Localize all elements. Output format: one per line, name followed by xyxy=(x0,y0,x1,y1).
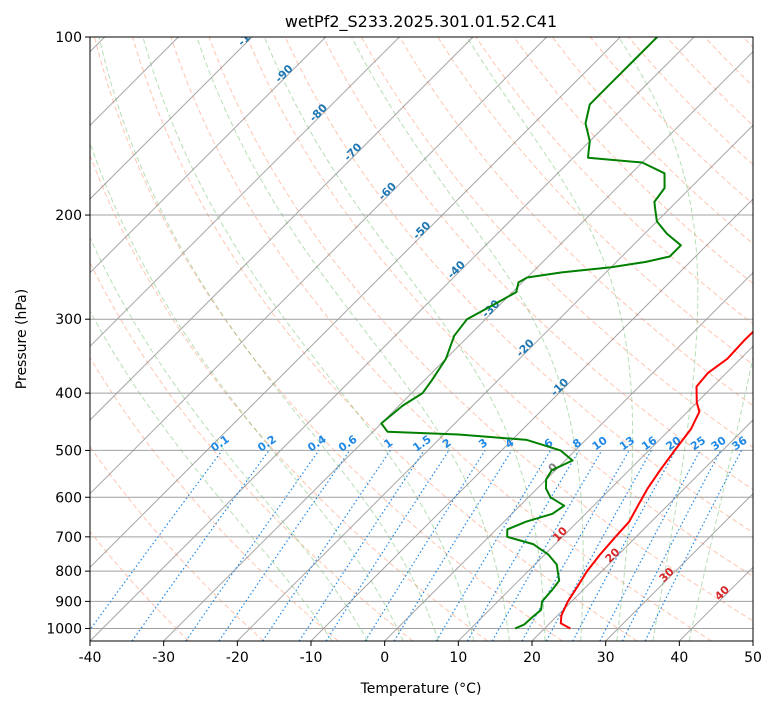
dry-adiabat-line xyxy=(90,356,339,641)
moist-adiabat-line xyxy=(90,141,404,641)
y-axis: 100 200 300 400 500 600 700 800 900 1000 xyxy=(46,30,90,637)
dry-adiabat-line xyxy=(322,37,753,491)
mixing-ratio-line xyxy=(218,450,351,641)
dry-adiabat-line xyxy=(170,37,712,641)
dry-adiabat-line xyxy=(246,37,753,577)
isotherm-line xyxy=(605,492,753,641)
mixing-ratio-line xyxy=(185,450,320,641)
y-tick-label: 400 xyxy=(55,386,82,402)
dry-adiabat-line xyxy=(399,37,753,407)
y-tick-label: 1000 xyxy=(46,621,82,637)
x-tick-label: -40 xyxy=(79,650,102,666)
isotherm-line xyxy=(163,50,753,641)
mixing-ratio-line xyxy=(131,450,270,641)
background-lines xyxy=(90,37,753,641)
x-tick-label: -30 xyxy=(152,650,175,666)
dry-adiabat-line xyxy=(132,37,638,641)
x-tick-label: -20 xyxy=(226,650,249,666)
y-tick-label: 500 xyxy=(55,443,82,459)
mixing-ratio-line xyxy=(262,450,391,641)
moist-adiabat-line xyxy=(618,37,699,641)
dry-adiabat-line xyxy=(90,153,488,641)
dry-adiabat-line xyxy=(90,445,264,641)
mixing-ratio-line xyxy=(545,450,652,641)
plot-frame xyxy=(89,36,754,642)
moist-adiabat-line xyxy=(351,37,584,641)
y-tick-label: 200 xyxy=(55,208,82,224)
dry-adiabat-line xyxy=(284,37,753,534)
mixing-ratio-line xyxy=(298,450,425,641)
profiles xyxy=(380,37,753,630)
dewpoint-profile-line xyxy=(380,37,682,630)
x-tick-label: 40 xyxy=(670,650,688,666)
mixing-ratio-line xyxy=(644,450,743,641)
dry-adiabat-line xyxy=(94,37,563,641)
x-tick-label: 30 xyxy=(597,650,615,666)
y-tick-label: 900 xyxy=(55,594,82,610)
x-tick-label: 50 xyxy=(744,650,762,666)
x-tick-label: 20 xyxy=(523,650,541,666)
y-tick-label: 600 xyxy=(55,490,82,506)
moist-adiabat-line xyxy=(688,355,753,641)
x-axis: -40 -30 -20 -10 0 10 20 30 40 50 xyxy=(79,641,762,666)
isotherm-line xyxy=(90,37,621,569)
x-tick-label: 10 xyxy=(449,650,467,666)
y-tick-label: 300 xyxy=(55,312,82,328)
isotherm-line xyxy=(384,271,753,641)
moist-adiabat-line xyxy=(142,37,475,641)
y-axis-label: Pressure (hPa) xyxy=(14,289,30,389)
mixing-ratio-line xyxy=(90,450,223,631)
isotherm-line xyxy=(90,37,400,348)
y-tick-label: 100 xyxy=(55,30,82,46)
moist-adiabat-line xyxy=(90,310,333,641)
x-tick-label: -10 xyxy=(300,650,323,666)
isotherm-line xyxy=(236,124,753,641)
y-tick-label: 800 xyxy=(55,564,82,580)
moist-adiabat-line xyxy=(90,236,369,641)
moist-adiabat-line xyxy=(196,37,510,641)
dry-adiabat-line xyxy=(513,37,753,285)
isotherm-line xyxy=(90,37,474,421)
chart-title: wetPf2_S233.2025.301.01.52.C41 xyxy=(285,12,557,32)
dry-adiabat-line xyxy=(361,37,753,448)
y-tick-label: 700 xyxy=(55,530,82,546)
x-axis-label: Temperature (°C) xyxy=(360,681,482,697)
mixing-ratio-line xyxy=(325,450,450,641)
mixing-ratio-line xyxy=(393,450,513,641)
isotherm-line xyxy=(531,419,753,641)
dry-adiabat-line xyxy=(90,530,190,641)
isotherm-line xyxy=(90,37,695,641)
isotherm-line xyxy=(457,345,753,641)
temperature-profile-line xyxy=(559,330,753,630)
mixing-ratio-line xyxy=(521,450,630,641)
isotherm-line xyxy=(310,198,753,641)
dry-adiabat-line xyxy=(437,37,753,366)
isotherm-line xyxy=(90,37,253,200)
mixing-ratio-line xyxy=(621,450,722,641)
x-tick-label: 0 xyxy=(380,650,389,666)
mixing-ratio-line xyxy=(572,450,677,641)
temperature-line-label: -100 xyxy=(235,20,264,49)
isotherm-line xyxy=(90,37,327,274)
moist-adiabat-line xyxy=(98,37,439,641)
dry-adiabat-line xyxy=(208,37,753,622)
isotherm-line xyxy=(90,37,548,495)
